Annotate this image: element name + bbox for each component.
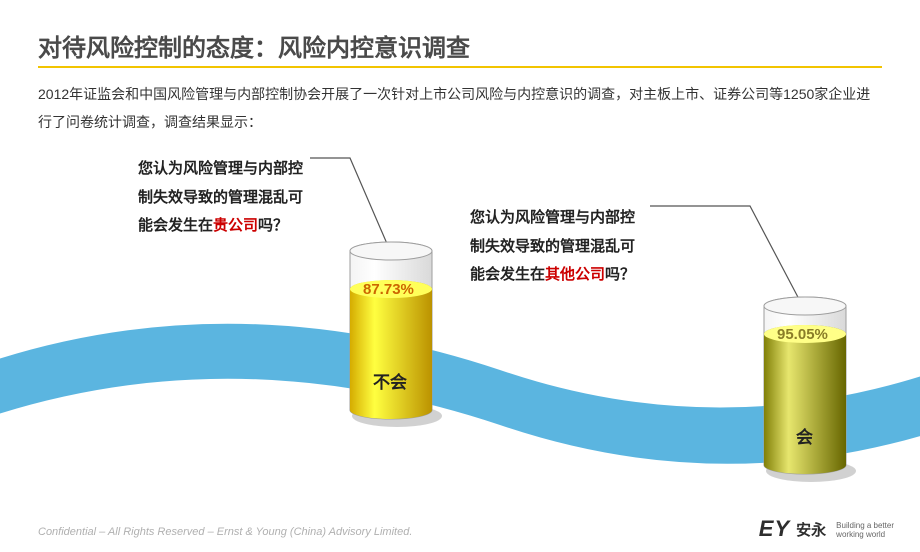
beaker-right-percent: 95.05% (777, 326, 828, 343)
callout-right-l3c: 吗？ (605, 266, 635, 283)
slide: 对待风险控制的态度：风险内控意识调查 2012年证监会和中国风险管理与内部控制协… (0, 0, 920, 552)
logo-brand-cn: 安永 (796, 519, 826, 540)
leader-line-right (650, 206, 820, 306)
page-title: 对待风险控制的态度：风险内控意识调查 (38, 28, 470, 63)
callout-right: 您认为风险管理与内部控 制失效导致的管理混乱可 能会发生在其他公司吗？ (470, 204, 635, 290)
callout-right-l3b: 其他公司 (545, 266, 605, 283)
callout-left-l2: 制失效导致的管理混乱可 (138, 189, 303, 206)
ey-logo: EY 安永 Building a better working world (759, 516, 894, 542)
callout-left-l1: 您认为风险管理与内部控 (138, 160, 303, 177)
leader-line-left (310, 158, 400, 248)
beaker-left-percent: 87.73% (363, 281, 414, 298)
title-underline (38, 66, 882, 68)
callout-right-l2: 制失效导致的管理混乱可 (470, 238, 635, 255)
callout-left-l3c: 吗？ (258, 217, 288, 234)
callout-right-l1: 您认为风险管理与内部控 (470, 209, 635, 226)
beaker-right-answer: 会 (796, 423, 813, 448)
footer-text: Confidential – All Rights Reserved – Ern… (38, 526, 412, 538)
callout-left-l3b: 贵公司 (213, 217, 258, 234)
callout-left-l3a: 能会发生在 (138, 217, 213, 234)
logo-tagline: Building a better working world (836, 522, 894, 540)
callout-right-l3a: 能会发生在 (470, 266, 545, 283)
beaker-left-answer: 不会 (373, 368, 407, 393)
callout-left: 您认为风险管理与内部控 制失效导致的管理混乱可 能会发生在贵公司吗？ (138, 155, 303, 241)
logo-brand: EY (759, 516, 790, 542)
intro-text: 2012年证监会和中国风险管理与内部控制协会开展了一次针对上市公司风险与内控意识… (38, 80, 882, 136)
